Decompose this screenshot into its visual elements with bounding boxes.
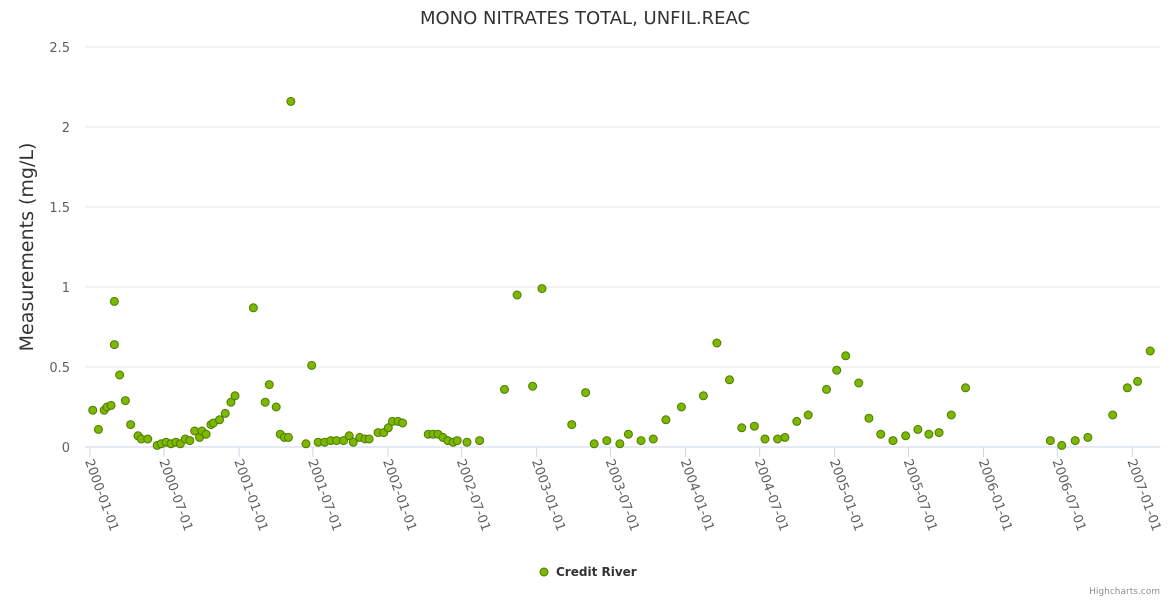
- data-point[interactable]: [115, 370, 125, 380]
- data-point[interactable]: [143, 434, 153, 444]
- data-point[interactable]: [1045, 436, 1055, 446]
- data-point[interactable]: [452, 436, 462, 446]
- data-point[interactable]: [913, 424, 923, 434]
- data-point[interactable]: [307, 360, 317, 370]
- chart-title: MONO NITRATES TOTAL, UNFIL.REAC: [420, 8, 750, 29]
- data-point[interactable]: [301, 439, 311, 449]
- data-point[interactable]: [499, 384, 509, 394]
- data-point[interactable]: [961, 383, 971, 393]
- data-point[interactable]: [698, 391, 708, 401]
- data-point[interactable]: [876, 429, 886, 439]
- data-point[interactable]: [636, 436, 646, 446]
- data-point[interactable]: [462, 437, 472, 447]
- data-point[interactable]: [1122, 383, 1132, 393]
- data-point[interactable]: [93, 424, 103, 434]
- data-point[interactable]: [934, 428, 944, 438]
- data-point[interactable]: [1057, 440, 1067, 450]
- data-point[interactable]: [832, 365, 842, 375]
- data-point[interactable]: [822, 384, 832, 394]
- data-point[interactable]: [271, 402, 281, 412]
- data-point[interactable]: [398, 418, 408, 428]
- data-point[interactable]: [109, 296, 119, 306]
- y-axis-label: Measurements (mg/L): [16, 143, 38, 352]
- data-point[interactable]: [260, 397, 270, 407]
- data-point[interactable]: [283, 432, 293, 442]
- data-point[interactable]: [106, 400, 116, 410]
- data-point[interactable]: [1070, 436, 1080, 446]
- y-tick-label: 2: [62, 121, 70, 136]
- series-credit-river[interactable]: [88, 96, 1155, 450]
- data-point[interactable]: [615, 439, 625, 449]
- data-point[interactable]: [126, 420, 136, 430]
- grid-lines: [85, 46, 1160, 368]
- data-point[interactable]: [712, 338, 722, 348]
- data-point[interactable]: [780, 432, 790, 442]
- data-point[interactable]: [528, 381, 538, 391]
- data-point[interactable]: [185, 436, 195, 446]
- data-point[interactable]: [661, 415, 671, 425]
- data-point[interactable]: [364, 434, 374, 444]
- data-point[interactable]: [749, 421, 759, 431]
- y-tick-label: 1.5: [49, 201, 70, 216]
- data-point[interactable]: [475, 436, 485, 446]
- data-point[interactable]: [792, 416, 802, 426]
- data-point[interactable]: [803, 410, 813, 420]
- data-point[interactable]: [602, 436, 612, 446]
- data-point[interactable]: [201, 429, 211, 439]
- data-point[interactable]: [567, 420, 577, 430]
- data-point[interactable]: [841, 351, 851, 361]
- data-point[interactable]: [1145, 346, 1155, 356]
- data-point[interactable]: [924, 429, 934, 439]
- legend[interactable]: Credit River: [539, 565, 637, 579]
- data-point[interactable]: [344, 431, 354, 441]
- data-point[interactable]: [589, 439, 599, 449]
- data-point[interactable]: [286, 96, 296, 106]
- data-point[interactable]: [760, 434, 770, 444]
- data-point[interactable]: [512, 290, 522, 300]
- data-point[interactable]: [230, 391, 240, 401]
- data-point[interactable]: [215, 415, 225, 425]
- data-point[interactable]: [1083, 432, 1093, 442]
- legend-item-credit-river[interactable]: Credit River: [556, 565, 637, 579]
- legend-marker-credit-river[interactable]: [539, 567, 549, 577]
- data-point[interactable]: [581, 388, 591, 398]
- y-tick-label: 1: [62, 281, 70, 296]
- data-point[interactable]: [220, 408, 230, 418]
- data-point[interactable]: [888, 436, 898, 446]
- data-point[interactable]: [854, 378, 864, 388]
- y-tick-label: 2.5: [49, 41, 70, 56]
- data-point[interactable]: [864, 413, 874, 423]
- credits-link[interactable]: Highcharts.com: [1089, 587, 1160, 597]
- data-point[interactable]: [88, 405, 98, 415]
- data-point[interactable]: [338, 436, 348, 446]
- y-tick-label: 0: [62, 441, 70, 456]
- data-point[interactable]: [737, 423, 747, 433]
- data-point[interactable]: [773, 434, 783, 444]
- y-tick-label: 0.5: [49, 361, 70, 376]
- data-point[interactable]: [1133, 376, 1143, 386]
- data-point[interactable]: [226, 397, 236, 407]
- data-point[interactable]: [648, 434, 658, 444]
- data-point[interactable]: [676, 402, 686, 412]
- data-point[interactable]: [264, 380, 274, 390]
- data-point[interactable]: [348, 437, 358, 447]
- data-point[interactable]: [946, 410, 956, 420]
- data-point[interactable]: [383, 423, 393, 433]
- data-point[interactable]: [623, 429, 633, 439]
- data-point[interactable]: [1108, 410, 1118, 420]
- data-point[interactable]: [248, 303, 258, 313]
- data-point[interactable]: [537, 284, 547, 294]
- data-point[interactable]: [109, 340, 119, 350]
- y-axis-ticks: 0 0.5 1 1.5 2 2.5: [49, 41, 70, 456]
- data-point[interactable]: [901, 431, 911, 441]
- data-point[interactable]: [725, 375, 735, 385]
- data-point[interactable]: [120, 396, 130, 406]
